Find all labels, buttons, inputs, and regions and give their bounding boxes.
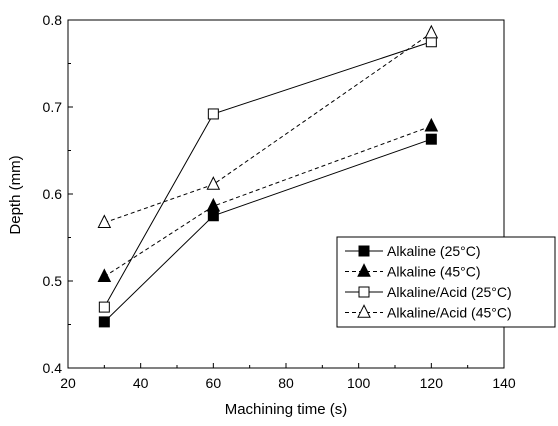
data-point bbox=[424, 117, 439, 132]
legend-item: Alkaline/Acid (25°C) bbox=[345, 284, 512, 300]
y-tick-label: 0.5 bbox=[43, 273, 63, 289]
y-tick-label: 0.4 bbox=[43, 360, 63, 376]
legend: Alkaline (25°C) Alkaline (45°C) Alkaline/A… bbox=[336, 236, 556, 328]
data-point bbox=[206, 176, 221, 190]
x-tick-label: 20 bbox=[60, 375, 76, 391]
data-point bbox=[98, 316, 110, 328]
legend-label: Alkaline (25°C) bbox=[387, 243, 481, 259]
legend-item: Alkaline (25°C) bbox=[345, 243, 481, 259]
legend-marker bbox=[358, 286, 370, 298]
legend-marker bbox=[357, 263, 371, 277]
x-tick-label: 60 bbox=[206, 375, 222, 391]
legend-label: Alkaline (45°C) bbox=[387, 264, 481, 280]
x-axis-label: Machining time (s) bbox=[225, 401, 348, 418]
legend-label: Alkaline/Acid (25°C) bbox=[387, 284, 512, 300]
data-point bbox=[207, 210, 219, 222]
series-line bbox=[104, 32, 432, 224]
y-tick-label: 0.7 bbox=[43, 99, 63, 115]
data-point bbox=[97, 214, 112, 229]
x-tick-label: 100 bbox=[347, 375, 371, 391]
y-axis-label: Depth (mm) bbox=[7, 155, 24, 234]
y-tick-label: 0.8 bbox=[43, 12, 63, 28]
x-tick-label: 120 bbox=[420, 375, 444, 391]
data-point bbox=[425, 133, 437, 145]
legend-item: Alkaline (45°C) bbox=[345, 263, 481, 280]
data-point bbox=[97, 268, 112, 282]
data-point bbox=[98, 301, 110, 313]
data-point bbox=[206, 197, 221, 212]
ticks-layer: 20 40 60 80 100 120 140 0.4 0.5 0.6 0.7 0.8 bbox=[43, 12, 516, 391]
x-tick-label: 80 bbox=[278, 375, 294, 391]
y-tick-label: 0.6 bbox=[43, 186, 63, 202]
series-layer bbox=[97, 24, 439, 328]
series-3 bbox=[98, 36, 437, 313]
series-2 bbox=[97, 117, 439, 282]
x-tick-label: 40 bbox=[133, 375, 149, 391]
legend-marker bbox=[357, 304, 371, 318]
data-point bbox=[207, 108, 219, 120]
x-tick-label: 140 bbox=[492, 375, 516, 391]
legend-item: Alkaline/Acid (45°C) bbox=[345, 304, 512, 321]
data-point bbox=[424, 24, 439, 39]
legend-marker bbox=[358, 245, 370, 257]
legend-label: Alkaline/Acid (45°C) bbox=[387, 305, 512, 321]
series-4 bbox=[97, 24, 439, 229]
